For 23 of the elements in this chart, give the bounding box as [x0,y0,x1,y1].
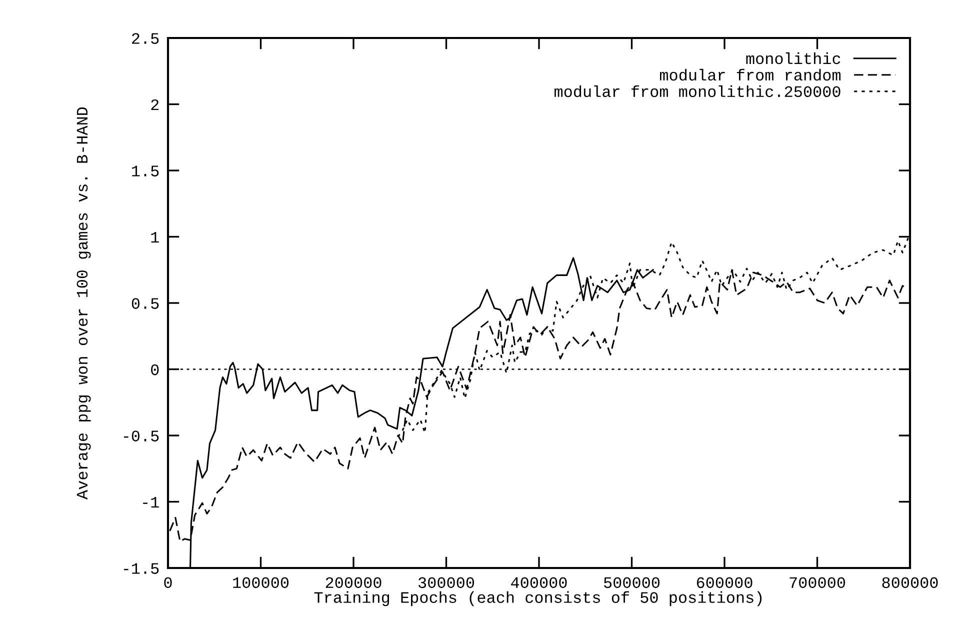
x-tick-label: 400000 [511,577,567,588]
legend-label: modular from monolithic.250000 [554,85,840,98]
y-tick-label: 0.5 [132,298,159,309]
x-tick-label: 0 [164,577,172,588]
x-tick-label: 100000 [233,577,289,588]
y-tick-label: -1 [143,497,159,508]
y-tick-label: 0 [151,364,159,376]
y-tick-label: 2 [151,99,159,110]
y-tick-label: 1.5 [132,166,159,176]
x-tick-label: 300000 [418,577,474,588]
x-tick-label: 800000 [882,577,938,588]
x-axis-title: Training Epochs (each consists of 50 positions) [314,591,762,606]
legend-label: modular from random [660,68,840,81]
y-tick-label: -1.5 [124,563,159,574]
y-tick-label: 1 [151,232,159,243]
x-tick-label: 500000 [604,577,660,588]
y-axis-title: Average ppg won over 100 games vs. B-HAND [76,107,91,500]
y-tick-label: 2.5 [132,33,159,44]
x-tick-label: 600000 [696,577,752,588]
legend-label: monolithic [746,52,840,64]
x-tick-label: 700000 [790,577,846,588]
x-tick-label: 200000 [326,577,382,588]
y-tick-label: -0.5 [124,430,159,442]
